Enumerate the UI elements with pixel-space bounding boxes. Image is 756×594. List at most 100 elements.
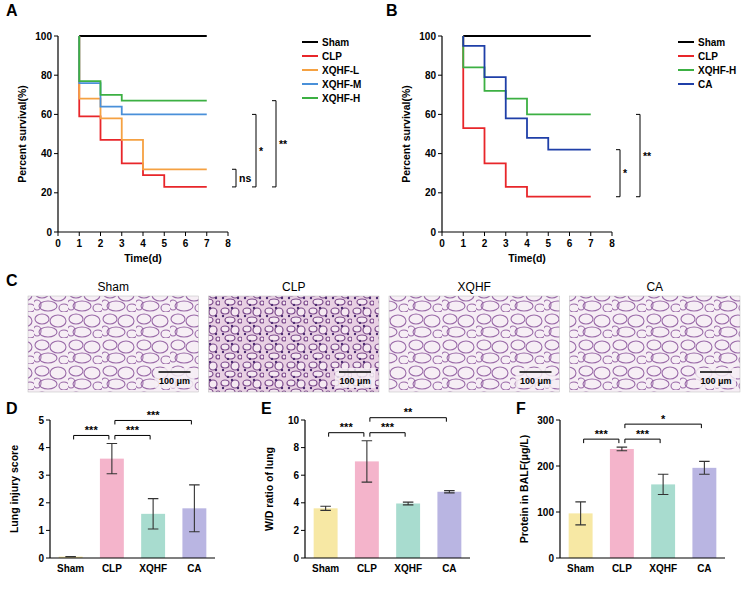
y-tick-label: 40 bbox=[41, 148, 53, 159]
y-tick-label: 80 bbox=[41, 70, 53, 81]
bar bbox=[437, 492, 461, 558]
y-axis-title: Percent survival(%) bbox=[16, 85, 28, 182]
significance-label: *** bbox=[126, 424, 140, 436]
error-bar bbox=[444, 491, 455, 493]
legend-swatch bbox=[678, 41, 694, 43]
y-tick-label: 200 bbox=[537, 461, 554, 472]
x-tick bbox=[143, 232, 144, 236]
x-tick-label: CA bbox=[442, 563, 456, 574]
x-tick-label: 0 bbox=[55, 238, 61, 249]
error-bar bbox=[617, 447, 628, 451]
significance-bracket bbox=[370, 433, 405, 437]
x-tick-label: CA bbox=[187, 563, 201, 574]
legend-label: CLP bbox=[322, 51, 342, 62]
y-tick-label: 60 bbox=[41, 109, 53, 120]
x-tick-label: Sham bbox=[567, 563, 594, 574]
scale-bar bbox=[159, 371, 191, 373]
x-tick bbox=[548, 232, 549, 236]
y-axis bbox=[559, 420, 560, 558]
image-title: XQHF bbox=[458, 280, 491, 294]
significance-bracket bbox=[232, 169, 236, 187]
y-tick bbox=[438, 192, 442, 193]
y-tick-label: 300 bbox=[537, 415, 554, 426]
x-tick bbox=[612, 232, 613, 236]
plot-area bbox=[463, 36, 591, 197]
significance-bracket bbox=[115, 420, 192, 424]
legend-swatch bbox=[302, 69, 318, 71]
significance-label: ** bbox=[404, 406, 413, 418]
y-tick bbox=[556, 420, 560, 421]
x-tick-label: 4 bbox=[140, 238, 146, 249]
panel-letter: B bbox=[386, 2, 398, 19]
y-tick-label: 4 bbox=[293, 497, 299, 508]
significance-bracket bbox=[584, 439, 619, 443]
significance-bracket bbox=[252, 114, 256, 187]
x-tick bbox=[185, 232, 186, 236]
y-tick-label: 2 bbox=[293, 525, 299, 536]
y-tick-label: 40 bbox=[425, 148, 437, 159]
significance-label: *** bbox=[636, 428, 650, 440]
plot-area bbox=[79, 36, 207, 187]
x-tick-label: 4 bbox=[524, 238, 530, 249]
bar bbox=[692, 468, 716, 558]
y-tick bbox=[54, 75, 58, 76]
y-tick bbox=[54, 192, 58, 193]
x-tick-label: 1 bbox=[76, 238, 82, 249]
significance-label: * bbox=[623, 167, 628, 179]
significance-bracket bbox=[272, 101, 276, 187]
x-tick bbox=[206, 232, 207, 236]
legend-label: Sham bbox=[322, 37, 349, 48]
y-tick-label: 6 bbox=[293, 470, 299, 481]
y-tick bbox=[301, 502, 305, 503]
x-axis bbox=[50, 557, 215, 558]
plot-area bbox=[569, 447, 717, 558]
histology-image bbox=[28, 296, 199, 392]
panel-letter: D bbox=[6, 400, 18, 417]
y-tick bbox=[438, 232, 442, 233]
y-tick bbox=[46, 475, 50, 476]
y-tick-label: 100 bbox=[35, 31, 52, 42]
x-tick-label: 8 bbox=[225, 238, 231, 249]
legend-swatch bbox=[302, 97, 318, 99]
y-tick-label: 3 bbox=[38, 470, 44, 481]
x-tick-label: CA bbox=[697, 563, 711, 574]
scale-bar-patch bbox=[696, 368, 736, 388]
y-axis bbox=[441, 36, 442, 232]
x-tick-label: 5 bbox=[161, 238, 167, 249]
y-tick bbox=[438, 75, 442, 76]
survival-curve bbox=[463, 36, 591, 150]
survival-curve bbox=[79, 36, 207, 114]
bar bbox=[651, 484, 675, 558]
error-bar bbox=[403, 502, 414, 505]
significance-bracket bbox=[616, 150, 620, 197]
histology-image bbox=[389, 296, 560, 392]
significance-label: *** bbox=[147, 409, 161, 421]
legend-label: XQHF-L bbox=[322, 65, 359, 76]
y-tick bbox=[438, 36, 442, 37]
significance-label: *** bbox=[381, 421, 395, 433]
significance-label: *** bbox=[85, 424, 99, 436]
x-tick-label: 7 bbox=[204, 238, 210, 249]
x-tick-label: CLP bbox=[357, 563, 377, 574]
image-title: CLP bbox=[282, 280, 305, 294]
x-axis bbox=[560, 557, 725, 558]
x-axis-title: Time(d) bbox=[124, 252, 162, 264]
scale-bar-label: 100 μm bbox=[520, 376, 551, 386]
survival-curve bbox=[79, 36, 207, 101]
y-tick-label: 1 bbox=[38, 525, 44, 536]
significance-label: * bbox=[661, 413, 666, 425]
y-tick-label: 20 bbox=[425, 187, 437, 198]
x-tick-label: 5 bbox=[545, 238, 551, 249]
image-title: Sham bbox=[98, 280, 129, 294]
panel-letter: E bbox=[261, 400, 272, 417]
y-tick-label: 20 bbox=[41, 187, 53, 198]
legend-swatch bbox=[678, 69, 694, 71]
y-tick bbox=[46, 420, 50, 421]
y-tick bbox=[556, 466, 560, 467]
y-axis bbox=[57, 36, 58, 232]
legend-swatch bbox=[678, 83, 694, 85]
x-tick bbox=[527, 232, 528, 236]
y-axis bbox=[304, 420, 305, 558]
y-tick-label: 0 bbox=[293, 553, 299, 564]
x-tick-label: XQHF bbox=[394, 563, 422, 574]
